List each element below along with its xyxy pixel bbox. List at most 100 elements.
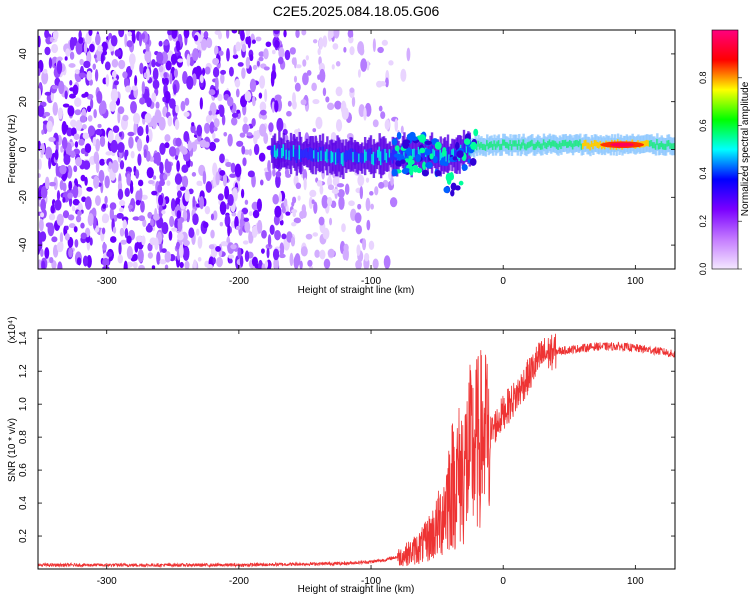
spectrogram-patch — [443, 186, 450, 194]
spectrogram-ridge-core — [445, 151, 448, 163]
spectrogram-cell — [95, 138, 101, 152]
spectrogram-cell — [285, 211, 291, 216]
spectrogram-cell — [198, 168, 204, 173]
spectrogram-cell — [151, 190, 158, 196]
spectrogram-ridge-core — [666, 140, 669, 147]
spectrogram-cell — [237, 247, 242, 259]
spectrogram-ridge-core — [432, 148, 435, 158]
spectrogram-cell — [341, 223, 346, 233]
spectrogram-cell — [84, 152, 89, 157]
spectrogram-cell — [120, 239, 128, 245]
spectrogram-cell — [222, 172, 228, 187]
spectrogram-cell — [220, 241, 228, 247]
spectrogram-cell — [195, 228, 200, 236]
spectrogram-cell — [234, 163, 242, 178]
spectrogram-patch — [419, 147, 426, 154]
spectrogram-cell — [406, 47, 411, 62]
spectrogram-ridge-core — [417, 146, 421, 158]
spectrogram-cell — [251, 174, 256, 188]
spectrogram-ridge-core — [645, 139, 649, 147]
spectrogram-cell — [134, 75, 138, 87]
spectrogram-cell — [75, 119, 83, 131]
spectrogram-cell — [158, 65, 164, 73]
spectrogram-cell — [42, 68, 48, 74]
spectrogram-patch — [463, 138, 471, 146]
spectrogram-cell — [365, 177, 370, 183]
spectrogram-ridge-core — [673, 142, 675, 150]
spectrogram-cell — [235, 41, 241, 52]
spectrogram-cell — [213, 138, 220, 143]
spectrogram-cell — [145, 51, 152, 64]
spectrogram-ridge-core — [544, 142, 547, 149]
spectrogram-cell — [290, 236, 296, 247]
spectrogram-ridge-core — [499, 144, 502, 151]
spectrogram-cell — [144, 112, 152, 124]
spectrogram-cell — [101, 203, 107, 209]
spectrogram-patch — [469, 157, 477, 166]
spectrogram-cell — [104, 175, 110, 189]
spectrogram-ridge-core — [363, 149, 367, 163]
spectrogram-cell — [332, 43, 339, 50]
spectrogram-cell — [183, 239, 190, 247]
spectrogram-cell — [263, 66, 270, 71]
spectrogram-cell — [124, 227, 129, 239]
spectrogram-cell — [168, 98, 176, 109]
spectrogram-cell — [109, 100, 117, 112]
spectrogram-cell — [124, 187, 130, 197]
spectrogram-ridge-core — [323, 151, 326, 160]
spectrogram-cell — [287, 100, 292, 107]
spectrogram-cell — [71, 205, 76, 212]
spectrogram-cell — [181, 147, 188, 155]
spectrogram-cell — [242, 157, 247, 167]
spectrogram-cell — [51, 85, 59, 90]
spectrogram-cell — [117, 141, 125, 153]
spectrogram-cell — [50, 205, 55, 214]
spectrogram-cell — [38, 68, 41, 77]
spectrogram-cell — [311, 82, 317, 92]
spectrogram-cell — [145, 124, 149, 135]
spectrogram-cell — [101, 215, 107, 224]
spectrogram-cell — [74, 109, 82, 116]
spectrogram-ridge-core — [278, 144, 281, 159]
spectrogram-cell — [69, 87, 75, 92]
spectrogram-ridge-core — [520, 142, 524, 149]
spectrogram-ridge-core — [391, 149, 394, 164]
spectrogram-ridge-core — [356, 152, 360, 164]
spectrogram-cell — [230, 244, 237, 250]
spectrogram-cell — [182, 246, 190, 261]
spectrogram-cell — [176, 160, 180, 173]
spectrogram-ridge-core — [282, 144, 285, 157]
spectrogram-ridge-core — [534, 143, 537, 151]
spectrogram-cell — [231, 212, 237, 217]
spectrogram-cell — [94, 69, 99, 82]
spectrogram-patch — [450, 182, 457, 191]
spectrogram-cell — [73, 165, 78, 173]
spectrogram-cell — [153, 213, 161, 221]
spectrogram-cell — [360, 58, 368, 72]
spectrogram-ridge-core — [523, 143, 527, 150]
spectrogram-cell — [294, 82, 301, 92]
spectrogram-ridge-core — [516, 143, 520, 150]
spectrogram-cell — [110, 35, 118, 47]
spectrogram-ridge-core — [548, 139, 551, 146]
spectrogram-cell — [368, 240, 375, 251]
spectrogram-ridge-core — [284, 150, 287, 160]
spectrogram-patch — [404, 158, 409, 163]
spectrogram-cell — [253, 143, 260, 156]
spectrogram-cell — [208, 244, 215, 250]
spectrogram-cell — [281, 206, 286, 214]
spectrogram-cell — [317, 47, 321, 56]
spectrogram-cell — [274, 100, 279, 113]
spectrogram-cell — [255, 36, 262, 42]
spectrogram-cell — [176, 40, 181, 52]
spectrogram-ridge-core — [657, 143, 661, 150]
spectrogram-cell — [258, 265, 262, 269]
spectrogram-ridge-core — [305, 148, 309, 158]
spectrogram-cell — [216, 257, 223, 268]
spectrogram-cell — [176, 232, 184, 241]
spectrogram-cell — [159, 259, 167, 265]
spectrogram-patch — [473, 128, 479, 137]
spectrogram-cell — [118, 199, 126, 207]
spectrogram-cell — [263, 48, 269, 60]
spectrogram-ridge-core — [317, 152, 320, 162]
